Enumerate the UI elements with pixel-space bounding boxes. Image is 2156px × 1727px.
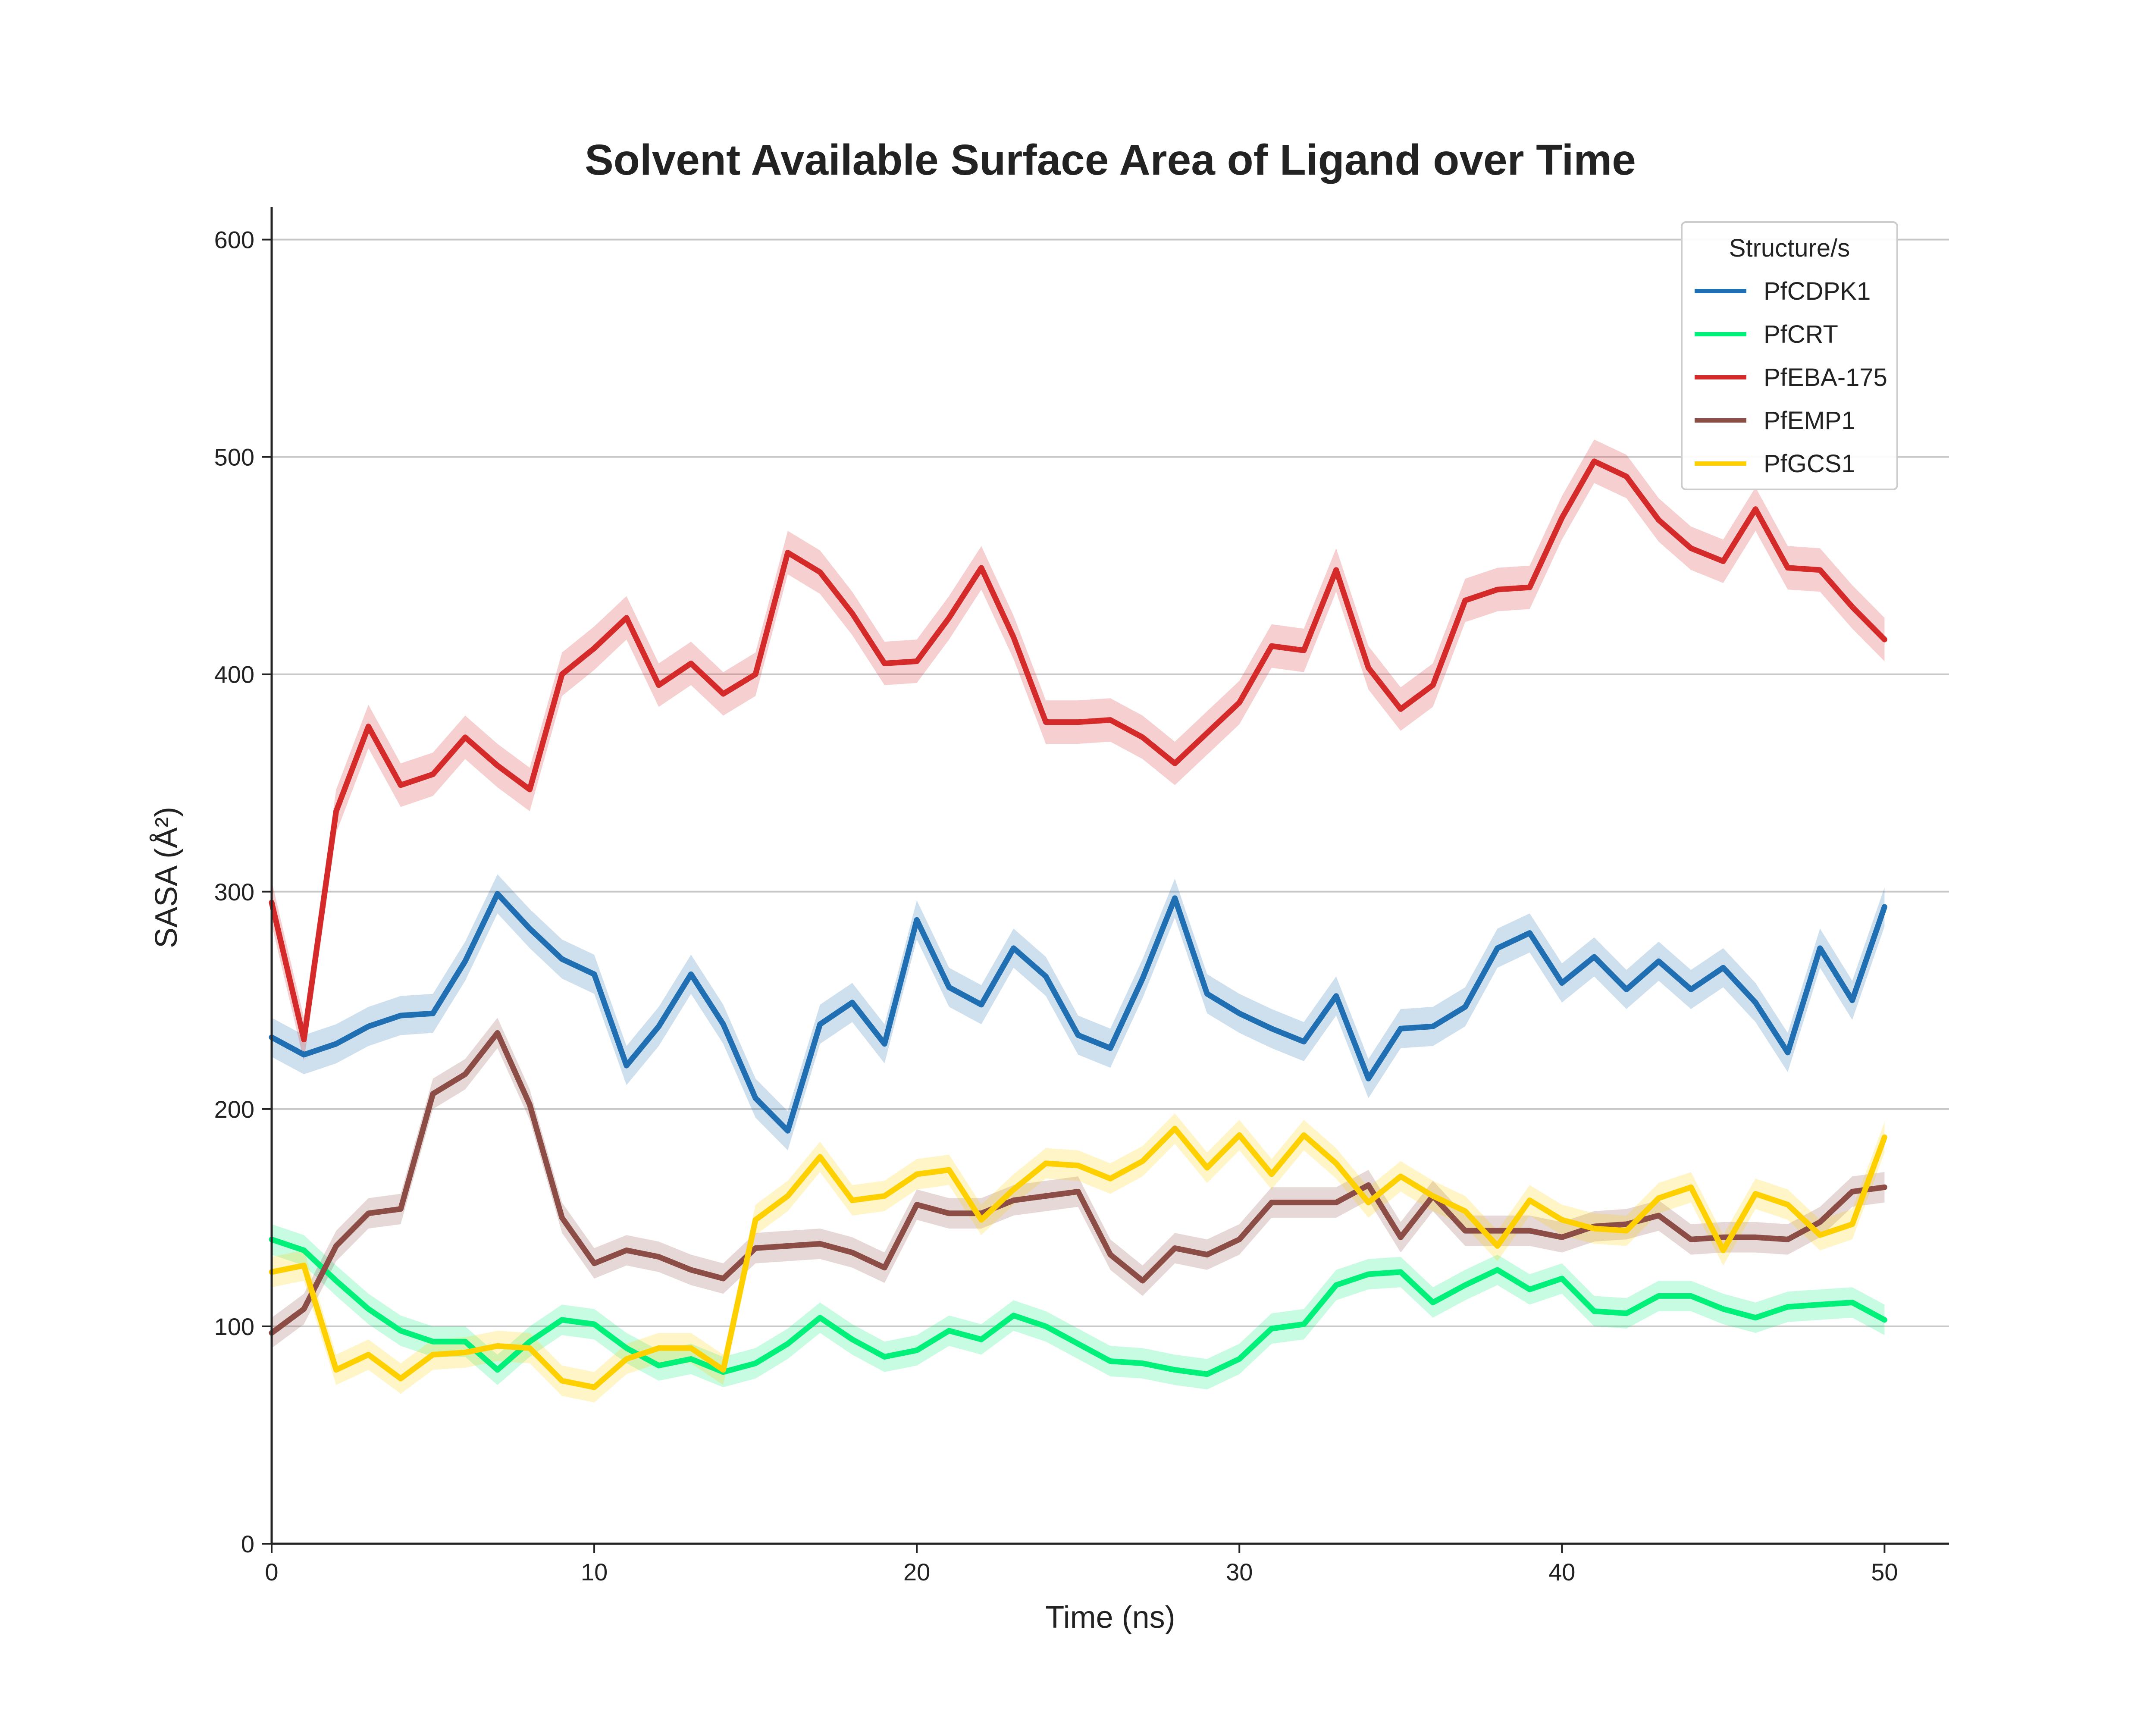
- line-pfgcs1: [269, 1125, 1887, 1390]
- line-pfcrt: [269, 1236, 1887, 1377]
- x-tick-label: 0: [265, 1558, 278, 1586]
- band-pfgcs1: [272, 1113, 1885, 1403]
- y-tick-label: 100: [214, 1313, 254, 1340]
- y-tick-label: 0: [241, 1530, 254, 1558]
- series-lines: [269, 458, 1887, 1390]
- line-pfemp1: [269, 1030, 1887, 1336]
- y-axis-label: SASA (Å²): [149, 807, 184, 948]
- y-tick-label: 600: [214, 226, 254, 254]
- x-axis-label: Time (ns): [1045, 1600, 1175, 1635]
- x-tick-label: 30: [1226, 1558, 1253, 1586]
- line-pfeba-175: [269, 458, 1887, 1043]
- legend-label-pfcrt: PfCRT: [1764, 320, 1838, 348]
- axes: 0 100 200 300 400 500 600 0 10 20 30 40 50: [214, 207, 1949, 1586]
- legend-label-pfeba-175: PfEBA-175: [1764, 364, 1887, 392]
- legend: Structure/s PfCDPK1 PfCRT PfEBA-175 PfEMP1 Pf…: [1681, 221, 1898, 490]
- legend-label-pfemp1: PfEMP1: [1764, 407, 1855, 435]
- x-tick-label: 20: [903, 1558, 930, 1586]
- x-tick-label: 10: [581, 1558, 608, 1586]
- x-tick-label: 50: [1871, 1558, 1898, 1586]
- line-pfcdpk1: [269, 891, 1887, 1134]
- y-tick-label: 200: [214, 1096, 254, 1123]
- legend-box: [1681, 221, 1898, 490]
- legend-label-pfcdpk1: PfCDPK1: [1764, 277, 1871, 305]
- legend-label-pfgcs1: PfGCS1: [1764, 450, 1855, 478]
- y-tick-label: 400: [214, 661, 254, 688]
- y-tick-label: 500: [214, 444, 254, 471]
- legend-title: Structure/s: [1729, 234, 1850, 262]
- y-tick-label: 300: [214, 878, 254, 906]
- chart-title: Solvent Available Surface Area of Ligand…: [585, 136, 1636, 184]
- x-tick-label: 40: [1548, 1558, 1575, 1586]
